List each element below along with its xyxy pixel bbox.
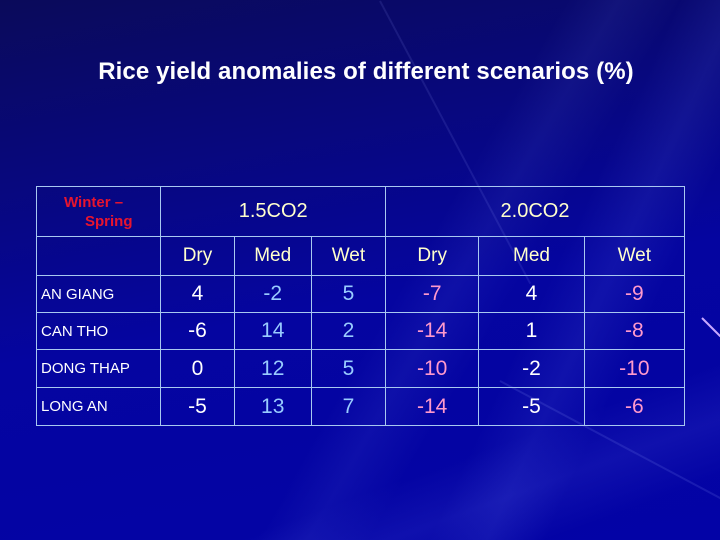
value-cell: 4 [160,275,235,313]
subheader-med: Med [478,236,585,276]
subheader-dry: Dry [385,236,480,276]
value-cell: -9 [583,275,686,313]
value-cell: -10 [583,349,686,388]
region-name: AN GIANG [35,275,162,313]
value-cell: 4 [478,275,585,313]
value-cell: -10 [385,349,480,388]
region-name: CAN THO [35,312,162,350]
value-cell: -14 [385,312,480,350]
empty-header-cell [35,236,162,276]
value-cell: 13 [233,387,312,426]
value-cell: -5 [478,387,585,426]
table-row: AN GIANG 4 -2 5 -7 4 -9 [35,275,686,313]
value-cell: 14 [233,312,312,350]
value-cell: -6 [160,312,235,350]
group-header-1-5co2: 1.5CO2 [160,186,387,237]
value-cell: 0 [160,349,235,388]
value-cell: -5 [160,387,235,426]
value-cell: -2 [478,349,585,388]
group-header-row: Winter – Spring 1.5CO2 2.0CO2 [35,186,685,237]
season-label: Winter – Spring [37,193,160,231]
value-cell: 5 [310,349,387,388]
table-row: CAN THO -6 14 2 -14 1 -8 [35,312,686,350]
value-cell: 1 [478,312,585,350]
subheader-med: Med [233,236,312,276]
subheader-row: Dry Med Wet Dry Med Wet [35,236,686,276]
value-cell: -14 [385,387,480,426]
yield-anomaly-table: Winter – Spring 1.5CO2 2.0CO2 Dry Med We… [35,186,686,426]
region-name: DONG THAP [35,349,162,388]
slide-title: Rice yield anomalies of different scenar… [98,58,634,85]
season-label-line1: Winter – [64,193,124,211]
value-cell: -6 [583,387,686,426]
value-cell: -8 [583,312,686,350]
season-label-cell: Winter – Spring [35,186,162,237]
subheader-wet: Wet [310,236,387,276]
table-row: DONG THAP 0 12 5 -10 -2 -10 [35,349,686,388]
group-header-2-0co2: 2.0CO2 [385,186,685,237]
season-label-line2: Spring [85,212,133,230]
value-cell: -7 [385,275,480,313]
region-name: LONG AN [35,387,162,426]
value-cell: -2 [233,275,312,313]
value-cell: 5 [310,275,387,313]
value-cell: 2 [310,312,387,350]
value-cell: 7 [310,387,387,426]
subheader-dry: Dry [160,236,235,276]
value-cell: 12 [233,349,312,388]
subheader-wet: Wet [583,236,686,276]
table-row: LONG AN -5 13 7 -14 -5 -6 [35,387,686,426]
